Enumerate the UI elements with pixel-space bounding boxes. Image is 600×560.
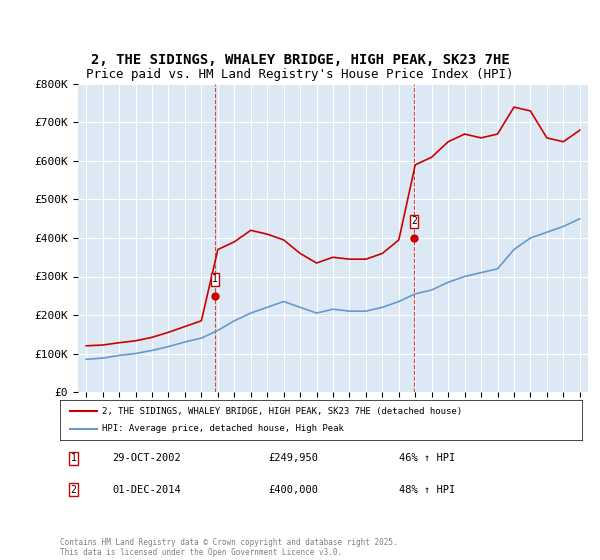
Text: Contains HM Land Registry data © Crown copyright and database right 2025.
This d: Contains HM Land Registry data © Crown c… (60, 538, 398, 557)
Text: 2: 2 (411, 217, 417, 226)
Text: 48% ↑ HPI: 48% ↑ HPI (400, 485, 455, 494)
Text: 2, THE SIDINGS, WHALEY BRIDGE, HIGH PEAK, SK23 7HE: 2, THE SIDINGS, WHALEY BRIDGE, HIGH PEAK… (91, 53, 509, 67)
Text: 01-DEC-2014: 01-DEC-2014 (112, 485, 181, 494)
Text: £400,000: £400,000 (269, 485, 319, 494)
Text: £249,950: £249,950 (269, 454, 319, 464)
Text: HPI: Average price, detached house, High Peak: HPI: Average price, detached house, High… (102, 424, 344, 433)
Text: 1: 1 (212, 274, 218, 284)
Text: Price paid vs. HM Land Registry's House Price Index (HPI): Price paid vs. HM Land Registry's House … (86, 68, 514, 81)
Text: 2: 2 (70, 485, 76, 494)
Text: 2, THE SIDINGS, WHALEY BRIDGE, HIGH PEAK, SK23 7HE (detached house): 2, THE SIDINGS, WHALEY BRIDGE, HIGH PEAK… (102, 407, 462, 416)
Text: 46% ↑ HPI: 46% ↑ HPI (400, 454, 455, 464)
Text: 1: 1 (70, 454, 76, 464)
Text: 29-OCT-2002: 29-OCT-2002 (112, 454, 181, 464)
